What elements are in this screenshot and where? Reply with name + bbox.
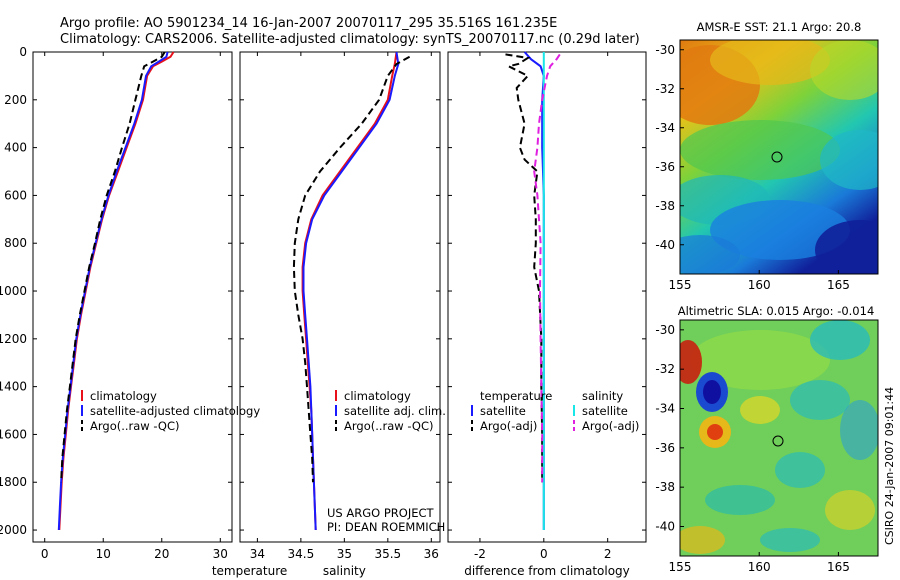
x-tick-label: 36 (424, 547, 439, 561)
map-x-tick-label: 155 (669, 278, 692, 292)
map-x-tick-label: 160 (748, 560, 771, 574)
series-climatology (58, 51, 175, 531)
map-x-tick-label: 165 (827, 560, 850, 574)
legend-label-temp-satellite: satellite (480, 404, 526, 418)
sst-map-frame (679, 39, 879, 275)
legend-label-sal-argo-adj: Argo(-adj) (582, 419, 639, 433)
figure-title-line2: Climatology: CARS2006. Satellite-adjuste… (60, 32, 640, 47)
series-satellite-adj-clim (302, 51, 400, 531)
y-tick-label: 600 (4, 188, 27, 202)
legend-label-climatology: climatology (90, 389, 157, 403)
y-tick-label: 1400 (0, 380, 27, 394)
legend-title-salinity: salinity (582, 389, 623, 403)
sla-heatmap (680, 320, 878, 556)
x-tick-label: 2 (604, 547, 612, 561)
x-tick-label: 0 (41, 547, 49, 561)
salinity-panel: 34 34.5 35 35.5 36 salinity climatologysatelli… (239, 51, 446, 578)
sla-map-frame (679, 319, 879, 557)
x-tick-label: 35.5 (374, 547, 401, 561)
map-y-tick-label: -36 (655, 160, 675, 174)
y-tick-label: 800 (4, 236, 27, 250)
x-tick-label: 0 (540, 547, 548, 561)
y-tick-label: 200 (4, 93, 27, 107)
temperature-panel: 0 10 20 30 temperature 0 200 400 600 800 1000 1200 1… (0, 45, 287, 578)
map-x-tick-label: 165 (827, 278, 850, 292)
map-y-tick-label: -40 (655, 238, 675, 252)
map-x-tick-label: 155 (669, 560, 692, 574)
legend-title-temperature: temperature (480, 389, 552, 403)
x-tick-label: 10 (96, 547, 111, 561)
map-y-tick-label: -38 (655, 480, 675, 494)
series-temperature-satellite (523, 51, 545, 530)
y-tick-label: 1800 (0, 475, 27, 489)
series-salinity-argo-adj (533, 53, 561, 483)
y-tick-label: 2000 (0, 523, 27, 537)
x-tick-label: 30 (213, 547, 228, 561)
salinity-panel-xlabel: salinity (323, 564, 366, 578)
series-satellite-adjusted-climatology (57, 51, 169, 531)
y-tick-label: 1200 (0, 332, 27, 346)
sst-map-panel: AMSR-E SST: 21.1 Argo: 20.8 155 160 165 -30… (655, 20, 879, 292)
y-tick-label: 1000 (0, 284, 27, 298)
x-tick-label: 34 (250, 547, 265, 561)
temperature-panel-xlabel: temperature (212, 564, 287, 578)
x-tick-label: 35 (337, 547, 352, 561)
map-y-tick-label: -34 (655, 402, 675, 416)
project-line2: PI: DEAN ROEMMICH (327, 520, 445, 534)
legend-label-temp-argo-adj: Argo(-adj) (480, 419, 537, 433)
sla-argo-marker (772, 435, 784, 447)
salinity-panel-frame (239, 51, 441, 543)
y-tick-label: 400 (4, 141, 27, 155)
series-argo-raw-qc (292, 55, 411, 483)
legend-label-satellite-adjusted-climatology: satellite-adjusted climatology (90, 404, 260, 418)
project-line1: US ARGO PROJECT (327, 506, 435, 520)
map-y-tick-label: -40 (655, 520, 675, 534)
figure-title-line1: Argo profile: AO 5901234_14 16-Jan-2007 … (60, 16, 557, 31)
temperature-panel-frame (32, 51, 233, 543)
map-y-tick-label: -30 (655, 43, 675, 57)
map-y-tick-label: -32 (655, 82, 675, 96)
y-tick-label: 1600 (0, 427, 27, 441)
map-y-tick-label: -38 (655, 199, 675, 213)
side-stamp: CSIRO 24-Jan-2007 09:01:44 (883, 387, 896, 545)
y-tick-label: 0 (19, 45, 27, 59)
difference-panel-xlabel: difference from climatology (464, 564, 630, 578)
series-argo-raw-qc (60, 51, 166, 483)
map-y-tick-label: -34 (655, 121, 675, 135)
legend-label-climatology: climatology (344, 389, 411, 403)
sst-heatmap (680, 40, 878, 274)
x-tick-label: 34.5 (288, 547, 315, 561)
sla-map-panel: Altimetric SLA: 0.015 Argo: -0.014 155 16… (655, 304, 879, 574)
x-tick-label: -2 (474, 547, 486, 561)
legend-label-argo-raw-qc: Argo(..raw -QC) (90, 419, 180, 433)
map-y-tick-label: -30 (655, 323, 675, 337)
map-y-tick-label: -32 (655, 362, 675, 376)
difference-panel: -2 0 2 difference from climatology temperatu… (447, 51, 647, 578)
x-tick-label: 20 (154, 547, 169, 561)
sst-argo-marker (771, 151, 783, 163)
series-climatology (301, 51, 398, 531)
difference-panel-frame (447, 51, 647, 543)
legend-label-sal-satellite: satellite (582, 404, 628, 418)
sst-map-title: AMSR-E SST: 21.1 Argo: 20.8 (697, 20, 862, 34)
legend-label-argo-raw-qc: Argo(..raw -QC) (344, 419, 434, 433)
sla-map-title: Altimetric SLA: 0.015 Argo: -0.014 (678, 304, 875, 318)
legend-label-satellite-adj-clim: satellite adj. clim. (344, 404, 446, 418)
map-x-tick-label: 160 (748, 278, 771, 292)
map-y-tick-label: -36 (655, 441, 675, 455)
